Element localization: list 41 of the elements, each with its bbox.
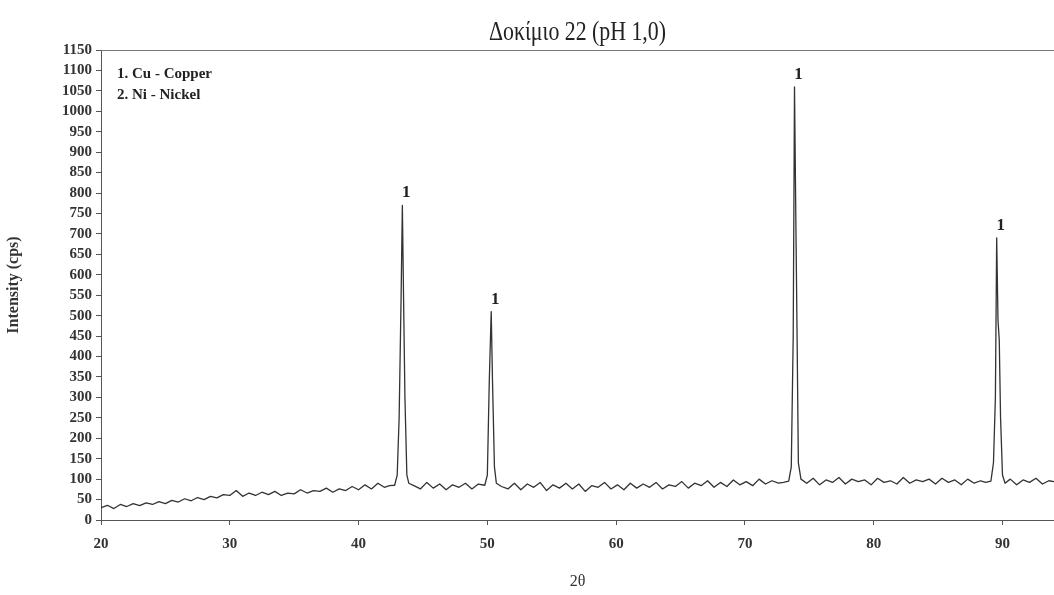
y-tick-label: 150 (69, 449, 92, 466)
y-tick-label: 500 (69, 306, 92, 323)
x-tick-label: 80 (866, 534, 882, 551)
y-tick-label: 550 (69, 286, 92, 303)
chart-title: Δοκίμιο 22 (pH 1,0) (489, 15, 666, 47)
annotation: 1 (996, 215, 1005, 234)
annotation: 1 (490, 288, 500, 308)
y-tick-label: 800 (69, 183, 92, 200)
y-tick-label: 100 (69, 470, 92, 487)
x-tick-label: 30 (222, 534, 238, 551)
y-tick-label: 400 (69, 347, 92, 364)
y-tick-label: 50 (77, 490, 92, 507)
y-tick-label: 650 (69, 245, 92, 262)
annotation: 2. Ni - Nickel (117, 86, 201, 102)
y-axis-title: Intensity (cps) (3, 236, 22, 334)
y-tick-label: 1100 (62, 61, 92, 78)
x-tick-label: 40 (351, 534, 367, 551)
y-tick-label: 0 (84, 510, 92, 527)
x-tick-label: 20 (93, 534, 109, 551)
annotation: 1. Cu - Copper (117, 65, 213, 81)
y-tick-label: 300 (69, 388, 92, 405)
y-tick-label: 950 (69, 122, 92, 139)
y-tick-label: 250 (69, 408, 92, 425)
y-tick-label: 1150 (62, 40, 92, 57)
y-tick-label: 900 (69, 143, 92, 160)
y-tick-label: 750 (69, 204, 92, 221)
y-tick-label: 200 (69, 429, 92, 446)
x-tick-label: 50 (479, 534, 495, 551)
y-tick-label: 600 (69, 265, 92, 282)
y-tick-label: 450 (69, 326, 92, 343)
annotation: 1 (402, 182, 411, 202)
x-axis-title: 2θ (569, 571, 586, 589)
x-tick-label: 70 (737, 534, 753, 551)
y-tick-label: 350 (69, 367, 92, 384)
y-tick-label: 850 (69, 163, 92, 180)
y-tick-label: 700 (69, 224, 92, 241)
annotation: 1 (794, 63, 803, 83)
y-tick-label: 1000 (62, 102, 92, 119)
y-tick-label: 1050 (62, 81, 92, 98)
x-tick-label: 60 (608, 534, 624, 551)
x-tick-label: 90 (994, 534, 1010, 551)
